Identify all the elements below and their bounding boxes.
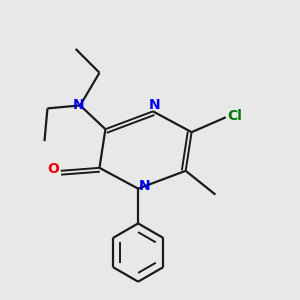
- Text: O: O: [47, 162, 59, 176]
- Text: N: N: [73, 98, 85, 112]
- Text: N: N: [148, 98, 160, 112]
- Text: N: N: [139, 179, 151, 193]
- Text: Cl: Cl: [227, 109, 242, 123]
